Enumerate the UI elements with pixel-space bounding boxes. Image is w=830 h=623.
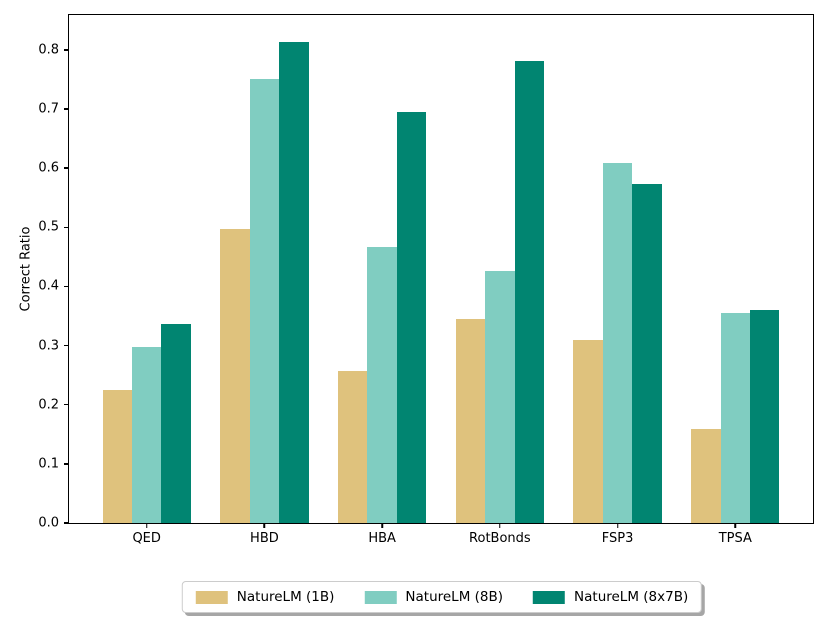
- legend-label-naturelm-8x7b: NatureLM (8x7B): [574, 589, 689, 605]
- bar-naturelm-8b-fsp3: [602, 163, 633, 523]
- bar-naturelm-1b-fsp3: [573, 340, 603, 523]
- y-axis-label: Correct Ratio: [18, 226, 34, 312]
- y-tick-mark-0.8: [64, 49, 69, 51]
- y-tick-mark-0.0: [64, 522, 69, 524]
- x-tick-label-hba: HBA: [368, 531, 396, 546]
- legend-item-naturelm-8b: NatureLM (8B): [364, 589, 503, 605]
- bar-naturelm-8b-hbd: [249, 79, 280, 523]
- y-tick-label-0.7: 0.7: [38, 101, 59, 117]
- x-tick-label-fsp3: FSP3: [601, 531, 634, 546]
- y-tick-label-0.1: 0.1: [38, 456, 59, 472]
- bar-naturelm-8b-tpsa: [720, 313, 750, 523]
- x-tick-mark-hbd: [263, 523, 266, 528]
- y-tick-mark-0.4: [64, 285, 69, 288]
- bar-naturelm-8b-qed: [131, 346, 162, 523]
- legend-item-naturelm-8x7b: NatureLM (8x7B): [533, 589, 688, 605]
- x-tick-label-hbd: HBD: [250, 531, 279, 546]
- legend: NatureLM (1B) NatureLM (8B) NatureLM (8x…: [181, 581, 703, 613]
- x-tick-mark-rotbonds: [499, 523, 501, 528]
- bar-naturelm-8x7b-fsp3: [632, 183, 662, 523]
- x-tick-mark-fsp3: [616, 523, 619, 528]
- x-tick-label-qed: QED: [132, 531, 161, 546]
- bar-naturelm-8x7b-tpsa: [750, 310, 780, 523]
- y-tick-mark-0.6: [64, 167, 69, 169]
- bar-naturelm-8x7b-hbd: [279, 42, 309, 523]
- bar-naturelm-1b-qed: [102, 389, 132, 523]
- x-tick-label-tpsa: TPSA: [718, 531, 752, 546]
- legend-label-naturelm-8b: NatureLM (8B): [405, 589, 504, 605]
- legend-label-naturelm-1b: NatureLM (1B): [236, 589, 335, 605]
- legend-swatch-naturelm-1b-icon: [195, 590, 228, 604]
- y-tick-mark-0.3: [64, 344, 69, 347]
- legend-item-naturelm-1b: NatureLM (1B): [195, 589, 335, 605]
- y-tick-label-0.4: 0.4: [38, 278, 59, 294]
- y-tick-label-0.2: 0.2: [38, 397, 59, 413]
- x-tick-mark-tpsa: [734, 523, 737, 528]
- legend-swatch-naturelm-8b-icon: [364, 590, 397, 604]
- bar-naturelm-8x7b-qed: [161, 324, 191, 523]
- bar-naturelm-1b-tpsa: [691, 428, 721, 523]
- x-tick-label-rotbonds: RotBonds: [469, 531, 531, 546]
- bar-naturelm-8x7b-rotbonds: [514, 61, 544, 523]
- bar-naturelm-8x7b-hba: [396, 112, 427, 523]
- y-tick-label-0.6: 0.6: [38, 160, 59, 176]
- y-tick-mark-0.1: [64, 463, 69, 465]
- y-tick-label-0.5: 0.5: [38, 219, 59, 235]
- bar-naturelm-1b-hba: [337, 371, 368, 523]
- bar-naturelm-1b-hbd: [220, 228, 250, 523]
- y-tick-label-0.8: 0.8: [38, 42, 59, 58]
- bar-naturelm-8b-hba: [367, 246, 397, 523]
- y-tick-mark-0.7: [64, 108, 69, 110]
- y-tick-label-0.0: 0.0: [38, 515, 59, 531]
- bar-naturelm-8b-rotbonds: [485, 271, 515, 523]
- y-tick-mark-0.2: [64, 403, 69, 406]
- legend-swatch-naturelm-8x7b-icon: [533, 590, 566, 604]
- y-tick-mark-0.5: [64, 226, 69, 229]
- x-tick-mark-qed: [145, 523, 148, 528]
- x-tick-mark-hba: [381, 523, 383, 528]
- bar-naturelm-1b-rotbonds: [455, 318, 486, 523]
- y-tick-label-0.3: 0.3: [38, 338, 59, 354]
- plot-area: 0.0 0.1 0.2 0.3 0.4 0.5 0.6 0.7 0.8 QED HBD HBA RotB…: [38, 14, 814, 545]
